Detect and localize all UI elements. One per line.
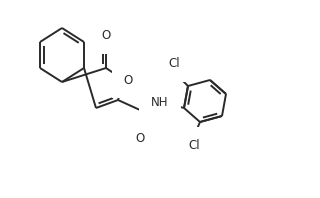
Text: O: O — [124, 73, 132, 87]
Text: O: O — [135, 132, 145, 145]
Text: Cl: Cl — [168, 57, 180, 70]
Text: O: O — [101, 29, 111, 42]
Text: Cl: Cl — [188, 139, 200, 152]
Text: NH: NH — [151, 95, 169, 109]
